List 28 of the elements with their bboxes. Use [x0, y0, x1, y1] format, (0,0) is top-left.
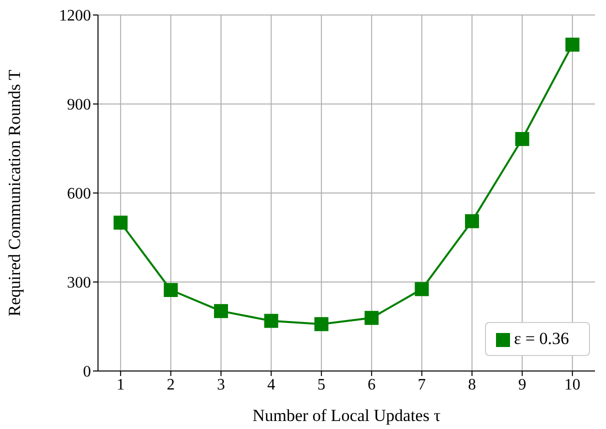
point	[465, 214, 480, 228]
x-axis-title: Number of Local Updates τ	[252, 406, 441, 425]
y-tick-label: 900	[67, 96, 91, 114]
x-tick-label: 8	[468, 376, 476, 394]
x-tick-label: 7	[418, 376, 426, 394]
legend-label: ε = 0.36	[514, 329, 569, 348]
y-tick-label: 600	[67, 186, 91, 203]
x-tick-label: 2	[166, 376, 175, 394]
point	[114, 216, 128, 230]
x-tick-label: 10	[564, 376, 580, 394]
point	[214, 304, 228, 318]
x-tick-label: 4	[267, 376, 276, 394]
x-tick-label: 6	[368, 376, 376, 394]
y-tick-label: 0	[83, 364, 91, 381]
x-tick-label: 9	[518, 376, 526, 394]
y-tick-label: 1200	[59, 8, 91, 25]
point	[414, 282, 429, 296]
x-tick-label: 5	[317, 376, 326, 394]
point	[565, 38, 580, 52]
y-axis-title: Required Communication Rounds T	[5, 69, 24, 316]
point	[364, 310, 379, 325]
point	[314, 317, 328, 332]
point	[264, 314, 278, 328]
point	[164, 283, 178, 298]
x-tick-label: 3	[216, 376, 225, 394]
point	[515, 132, 530, 146]
y-tick-label: 300	[67, 274, 91, 292]
x-tick-label: 1	[116, 376, 125, 394]
